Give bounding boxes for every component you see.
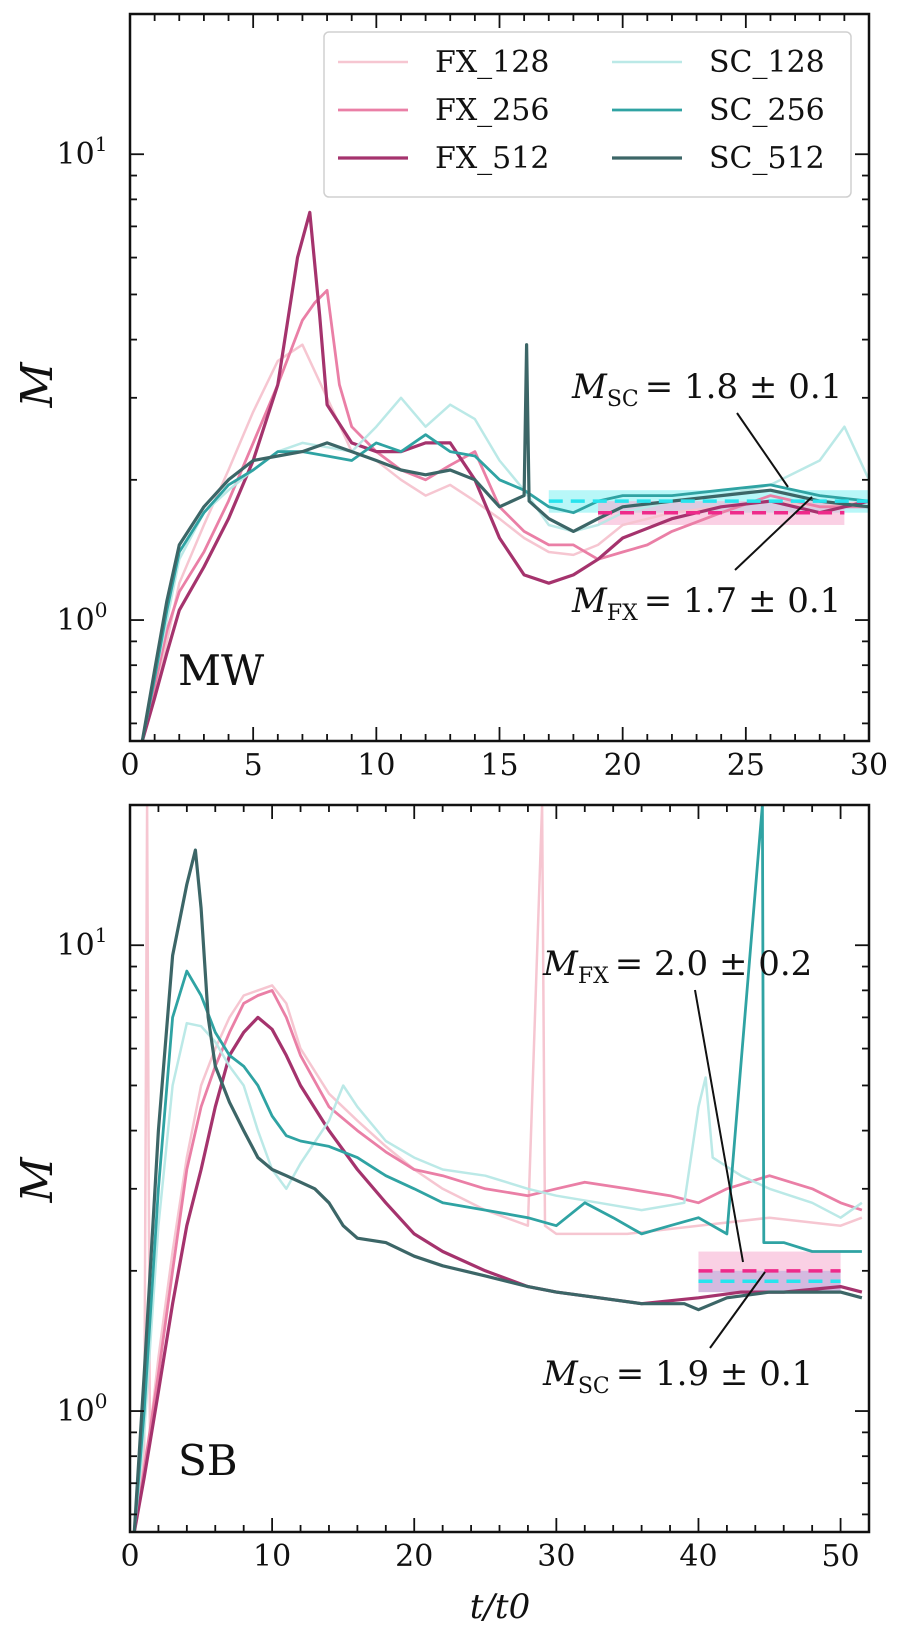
annotation-subscript: SC (607, 387, 639, 412)
svg-text:MFX= 1.7 ± 0.1: MFX = 1.7 ± 0.1 (571, 581, 841, 626)
fit-annotation-fx: MFX = 2.0 ± 0.2 (542, 944, 812, 1263)
fit-annotation-sc: MSC = 1.9 ± 0.1 (542, 1271, 813, 1399)
annotation-pointer (709, 1271, 766, 1349)
series-fx_512 (132, 1015, 863, 1532)
x-tick-label: 20 (604, 748, 642, 783)
annotation-pointer (694, 989, 744, 1263)
y-axis-label: M (12, 362, 63, 409)
annotation-subscript: FX (578, 964, 609, 989)
svg-text:MSC= 1.9 ± 0.1: MSC = 1.9 ± 0.1 (542, 1354, 813, 1399)
legend-label: SC_256 (709, 93, 825, 128)
legend-box (323, 31, 852, 198)
annotation-pointer (734, 496, 813, 571)
fit-annotation-sc: MSC = 1.8 ± 0.1 (571, 367, 842, 488)
legend-label: FX_256 (435, 93, 549, 128)
annotation-symbol: M (571, 581, 608, 621)
series-sc_512 (140, 343, 869, 741)
y-tick-label: 101 (57, 923, 108, 963)
svg-text:MSC= 1.8 ± 0.1: MSC = 1.8 ± 0.1 (571, 367, 842, 412)
annotation-pointer (736, 412, 789, 488)
x-tick-label: 5 (244, 748, 263, 783)
y-tick-label: 100 (57, 1389, 108, 1429)
annotation-subscript: FX (607, 601, 638, 626)
series-fx_128 (133, 805, 863, 1532)
legend-label: FX_128 (435, 45, 549, 80)
x-tick-label: 40 (679, 1539, 717, 1574)
plot-frame (128, 803, 871, 1534)
x-tick-label: 0 (120, 748, 139, 783)
x-tick-label: 20 (395, 1539, 433, 1574)
x-tick-label: 15 (480, 748, 518, 783)
x-tick-label: 50 (821, 1539, 859, 1574)
annotation-value: = 1.8 ± 0.1 (645, 367, 843, 407)
panel-label: SB (178, 1436, 238, 1485)
x-tick-label: 25 (727, 748, 765, 783)
x-tick-label: 30 (850, 748, 888, 783)
series-fx_256 (140, 289, 869, 741)
series-sc_256 (132, 805, 862, 1532)
y-tick-label: 101 (57, 132, 108, 172)
x-tick-label: 10 (253, 1539, 291, 1574)
legend-label: FX_512 (435, 141, 549, 176)
annotation-symbol: M (571, 367, 608, 407)
annotation-symbol: M (542, 944, 579, 984)
series-fx_256 (132, 989, 863, 1532)
annotation-symbol: M (542, 1354, 579, 1394)
series-sc_128 (133, 1021, 863, 1532)
x-axis-label: t/t0 (470, 1587, 530, 1627)
x-tick-label: 10 (357, 748, 395, 783)
legend: FX_128 FX_256 FX_512 SC_128 SC_256 SC_512 (323, 31, 852, 198)
series-fx_512 (140, 210, 869, 741)
annotation-value: = 1.9 ± 0.1 (616, 1354, 814, 1394)
annotation-subscript: SC (578, 1374, 610, 1399)
annotation-value: = 2.0 ± 0.2 (615, 944, 813, 984)
series-sc_512 (132, 848, 863, 1532)
y-axis-label: M (12, 1157, 63, 1204)
x-tick-label: 0 (120, 1539, 139, 1574)
legend-label: SC_512 (709, 141, 825, 176)
series-sc_256 (140, 433, 869, 741)
x-tick-label: 30 (537, 1539, 575, 1574)
y-tick-label: 100 (57, 598, 108, 638)
fit-annotation-fx: MFX = 1.7 ± 0.1 (571, 496, 841, 626)
legend-label: SC_128 (709, 45, 825, 80)
svg-text:MFX= 2.0 ± 0.2: MFX = 2.0 ± 0.2 (542, 944, 812, 989)
panel-label: MW (178, 646, 265, 695)
annotation-value: = 1.7 ± 0.1 (644, 581, 842, 621)
